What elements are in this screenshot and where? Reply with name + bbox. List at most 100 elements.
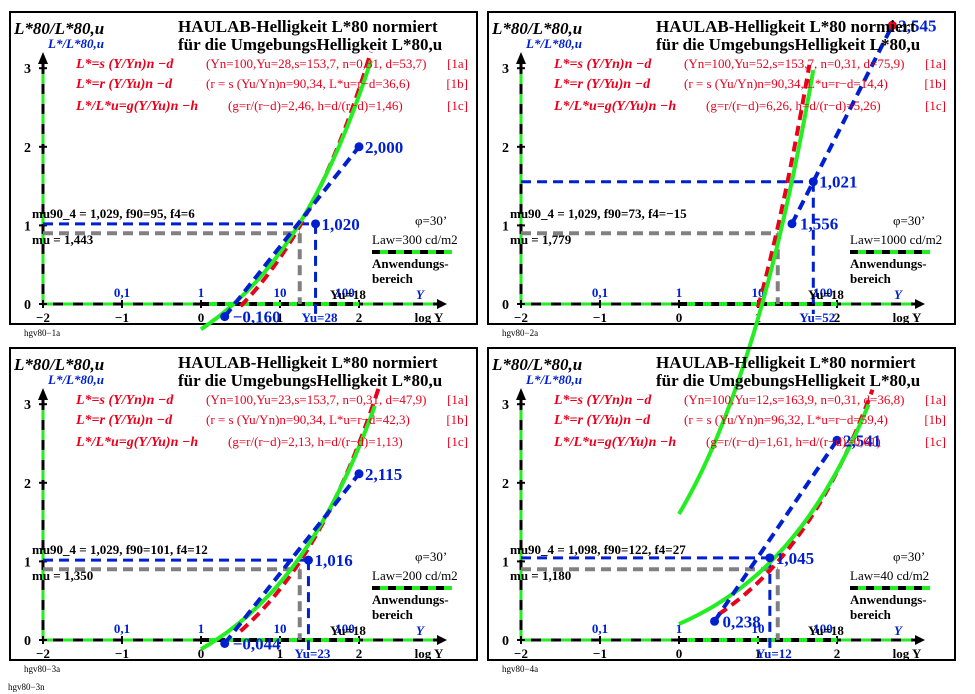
point-label-low: −0,160	[233, 308, 281, 327]
x-tick-label: −2	[514, 646, 528, 661]
title-line-2: für die UmgebungsHelligkeit L*80,u	[178, 371, 442, 390]
y-symbol-label: Y	[894, 287, 903, 302]
formula-c: L*/L*u=g(Y/Yu)n −h	[553, 435, 676, 450]
tag-c: [1c]	[925, 98, 946, 113]
law-text: Law=40 cd/m2	[850, 568, 929, 583]
x-tick-label: 2	[356, 310, 363, 325]
y-tick-label: 3	[24, 62, 31, 77]
tag-a: [1a]	[925, 56, 946, 71]
data-point	[220, 312, 230, 322]
params-a: (Yn=100,Yu=28,s=153,7, n=0,31, d=53,7)	[206, 56, 426, 71]
formula-a: L*=s (Y/Yn)n −d	[75, 393, 174, 408]
params-c: (g=r/(r−d)=2,13, h=d/(r−d)=1,13)	[228, 434, 403, 449]
y-tick-label: 2	[24, 477, 31, 492]
point-label-low: 1,556	[800, 215, 838, 234]
x-tick-label: 1	[277, 310, 284, 325]
y-value-label: 1	[676, 285, 683, 300]
panel-label: hgv80−4a	[502, 664, 538, 674]
formula-b: L*=r (Y/Yu)n −d	[75, 77, 173, 92]
y-symbol-label: Y	[894, 623, 903, 638]
x-tick-label: 0	[676, 310, 683, 325]
legend-label-line2: bereich	[372, 271, 414, 286]
blue-line	[712, 439, 839, 623]
x-tick-label: −1	[115, 310, 129, 325]
x-tick-label: −1	[593, 646, 607, 661]
x-tick-label: −2	[514, 310, 528, 325]
tag-a: [1a]	[447, 392, 468, 407]
legend-label-line2: bereich	[850, 607, 892, 622]
chart-panel-1: 0 1 2 3 −2 −1 0 1 2 log Y 0,1 1 10 100 Y 2,000 1,020 −0,1…	[9, 11, 478, 338]
yu-value-label: Yu=12	[756, 646, 792, 661]
m-text: mu90_4 = 1,029, f90=73, f4=−15	[510, 206, 687, 221]
formula-b: L*=r (Y/Yu)n −d	[75, 413, 173, 428]
y-axis-subtitle: L*/L*80,u	[525, 36, 582, 51]
x-tick-label: 2	[356, 646, 363, 661]
tag-a: [1a]	[447, 56, 468, 71]
tag-b: [1b]	[924, 76, 946, 91]
panel-label: hgv80−2a	[502, 328, 538, 338]
phi-text: φ=30’	[415, 549, 447, 564]
y-axis-title: L*80/L*80,u	[491, 19, 582, 38]
blue-line	[790, 24, 895, 225]
y-axis-arrow	[38, 52, 48, 64]
yu-value-label: Yu=28	[302, 310, 338, 325]
point-label-top: 2,000	[365, 138, 403, 157]
y-axis-title: L*80/L*80,u	[491, 355, 582, 374]
y-tick-label: 1	[502, 219, 509, 234]
m-text: mu90_4 = 1,029, f90=101, f4=12	[32, 542, 208, 557]
point-label-low: −0,044	[233, 634, 281, 653]
y-axis-arrow	[516, 52, 526, 64]
x-axis-label: log Y	[893, 646, 922, 661]
data-point	[303, 555, 313, 565]
x-axis-label: log Y	[415, 646, 444, 661]
y-value-label: 0,1	[592, 285, 608, 300]
y-tick-label: 3	[24, 398, 31, 413]
x-tick-label: 0	[198, 310, 205, 325]
m-text: mu90_4 = 1,098, f90=122, f4=27	[510, 542, 686, 557]
x-tick-label: −2	[36, 310, 50, 325]
data-point	[887, 20, 897, 30]
point-label-mid: 1,021	[819, 173, 857, 192]
y-axis-arrow	[38, 388, 48, 400]
legend-label-line1: Anwendungs-	[850, 592, 927, 607]
formula-a: L*=s (Y/Yn)n −d	[553, 393, 652, 408]
x-tick-label: −2	[36, 646, 50, 661]
y-tick-label: 3	[502, 62, 509, 77]
point-label-mid: 1,016	[314, 551, 352, 570]
data-point	[710, 616, 720, 626]
legend-label-line1: Anwendungs-	[850, 256, 927, 271]
point-label-top: 3,545	[898, 16, 936, 35]
data-point	[832, 435, 842, 445]
yu18-label: Yu=18	[808, 287, 844, 302]
y-symbol-label: Y	[416, 287, 425, 302]
y-tick-label: 2	[502, 141, 509, 156]
y-value-label: 10	[752, 621, 765, 636]
x-axis-label: log Y	[415, 310, 444, 325]
x-tick-label: 2	[834, 310, 841, 325]
tag-b: [1b]	[446, 412, 468, 427]
y-tick-label: 3	[502, 398, 509, 413]
y-value-label: 10	[274, 285, 287, 300]
legend-label-line1: Anwendungs-	[372, 256, 449, 271]
y-axis-subtitle: L*/L*80,u	[47, 372, 104, 387]
data-point	[354, 469, 364, 479]
title-line-1: HAULAB-Helligkeit L*80 normiert	[656, 353, 916, 372]
x-tick-label: 1	[277, 646, 284, 661]
params-b: (r = s (Yu/Yn)n=96,32, L*u=r−d=59,4)	[684, 412, 888, 427]
params-c: (g=r/(r−d)=6,26, h=d/(r−d)=5,26)	[706, 98, 881, 113]
legend-label-line2: bereich	[372, 607, 414, 622]
data-point	[765, 553, 775, 563]
y-axis-arrow	[516, 388, 526, 400]
title-line-2: für die UmgebungsHelligkeit L*80,u	[656, 35, 920, 54]
formula-c: L*/L*u=g(Y/Yu)n −h	[75, 435, 198, 450]
law-text: Law=200 cd/m2	[372, 568, 458, 583]
mu-text: mu = 1,779	[510, 232, 572, 247]
y-value-label: 1	[198, 621, 205, 636]
formula-b: L*=r (Y/Yu)n −d	[553, 77, 651, 92]
params-c: (g=r/(r−d)=1,61, h=d/(r−d)=0,61)	[706, 434, 881, 449]
formula-a: L*=s (Y/Yn)n −d	[553, 57, 652, 72]
mu-text: mu = 1,350	[32, 568, 93, 583]
tag-c: [1c]	[447, 98, 468, 113]
x-tick-label: 0	[676, 646, 683, 661]
